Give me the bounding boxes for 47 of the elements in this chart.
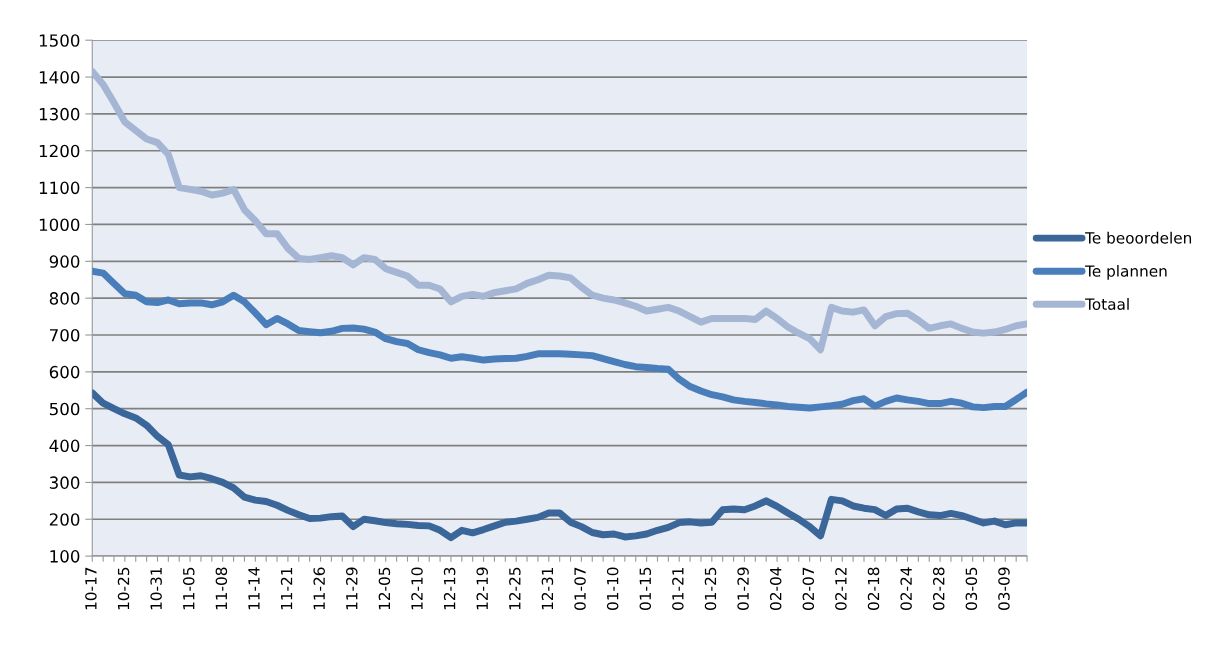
x-tick-label: 01-07: [574, 567, 586, 610]
x-tick-label: 02-24: [900, 567, 912, 610]
y-tick-label: 500: [49, 402, 80, 416]
x-tick-label: 10-25: [117, 567, 130, 610]
x-tick-label: 01-29: [737, 567, 749, 610]
y-tick-label: 1400: [39, 71, 80, 84]
y-tick-label: 300: [49, 476, 80, 489]
y-tick-label: 400: [49, 439, 80, 453]
x-tick-label: 12-31: [541, 567, 554, 610]
y-tick-label: 1100: [39, 181, 80, 195]
y-tick-label: 900: [49, 255, 80, 268]
x-tick-label: 03-05: [965, 567, 978, 610]
y-tick-label: 1500: [39, 34, 80, 47]
x-tick-label: 01-21: [672, 567, 684, 610]
legend-label: Te beoordelen: [1085, 231, 1192, 244]
x-tick-label: 12-25: [509, 567, 521, 610]
x-tick-label: 11-21: [280, 567, 293, 610]
x-tick-label: 11-29: [346, 567, 358, 610]
y-tick-label: 600: [49, 365, 80, 379]
x-tick-label: 10-17: [85, 567, 97, 610]
y-tick-label: 100: [50, 550, 80, 563]
legend-label: Te plannen: [1085, 264, 1167, 280]
y-tick-label: 1000: [39, 218, 80, 232]
x-tick-label: 12-13: [443, 567, 456, 610]
x-tick-label: 11-14: [248, 567, 260, 610]
y-tick-label: 1300: [39, 107, 80, 121]
x-tick-label: 11-05: [182, 567, 195, 610]
x-tick-label: 01-15: [639, 567, 652, 610]
x-tick-label: 02-07: [802, 567, 815, 610]
legend-label: Totaal: [1085, 298, 1129, 310]
y-tick-label: 800: [49, 292, 80, 305]
x-tick-label: 11-08: [215, 567, 228, 610]
x-tick-label: 03-09: [998, 567, 1010, 610]
x-tick-label: 12-10: [411, 567, 423, 610]
x-tick-label: 01-10: [606, 567, 619, 610]
x-tick-label: 02-18: [867, 567, 880, 610]
x-tick-label: 01-25: [704, 567, 717, 610]
y-tick-label: 700: [50, 328, 80, 342]
x-tick-label: 10-31: [150, 567, 162, 610]
x-tick-label: 02-04: [769, 567, 782, 610]
x-tick-label: 02-12: [835, 568, 847, 610]
x-tick-label: 12-05: [378, 567, 391, 610]
x-tick-label: 11-26: [313, 567, 325, 610]
x-tick-label: 12-19: [476, 567, 488, 610]
y-tick-label: 1200: [39, 144, 80, 158]
x-tick-label: 02-28: [932, 567, 945, 610]
y-tick-label: 200: [49, 513, 80, 526]
